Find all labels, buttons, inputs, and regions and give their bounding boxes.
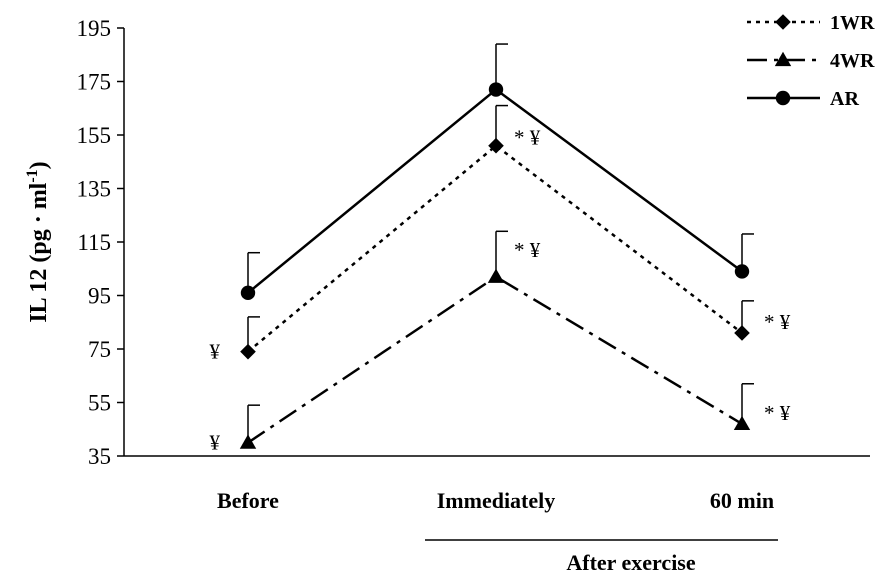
series-4wr: ¥ * ¥ * ¥ bbox=[210, 230, 791, 455]
legend-item-4wr: 4WR bbox=[747, 50, 875, 72]
significance-label: * ¥ bbox=[514, 238, 541, 262]
y-tick-label: 75 bbox=[88, 337, 111, 362]
legend: 1WR 4WR AR bbox=[747, 12, 875, 110]
significance-label: * ¥ bbox=[764, 310, 791, 334]
legend-item-1wr: 1WR bbox=[747, 12, 875, 34]
y-tick-label: 155 bbox=[77, 123, 112, 148]
series-layer: ¥ * ¥ * ¥ ¥ * ¥ * ¥ bbox=[210, 43, 791, 455]
series-line bbox=[247, 275, 743, 444]
data-point bbox=[487, 268, 505, 283]
y-tick-label: 195 bbox=[77, 16, 112, 41]
legend-label: 1WR bbox=[830, 12, 875, 34]
legend-label: 4WR bbox=[830, 50, 875, 72]
y-axis-title-close: ) bbox=[26, 161, 52, 169]
series-line bbox=[247, 87, 743, 294]
x-category-label: Before bbox=[217, 488, 279, 513]
series-line bbox=[247, 144, 743, 353]
y-tick-label: 115 bbox=[77, 230, 111, 255]
significance-label: * ¥ bbox=[764, 401, 791, 425]
x-category-label: Immediately bbox=[437, 488, 556, 513]
data-point bbox=[240, 343, 256, 360]
y-tick-label: 175 bbox=[77, 70, 112, 95]
data-point bbox=[488, 137, 504, 154]
x-axis: Before Immediately 60 min bbox=[124, 455, 870, 513]
series-1wr: ¥ * ¥ * ¥ bbox=[210, 104, 791, 364]
data-point bbox=[240, 285, 256, 301]
significance-label: ¥ bbox=[210, 431, 221, 455]
x-category-label: 60 min bbox=[710, 488, 774, 513]
legend-item-ar: AR bbox=[747, 88, 859, 110]
data-point bbox=[239, 434, 257, 449]
y-tick-label: 95 bbox=[88, 284, 111, 309]
legend-marker bbox=[775, 14, 791, 30]
legend-marker bbox=[774, 51, 792, 67]
data-point bbox=[733, 415, 751, 431]
data-point bbox=[734, 264, 750, 279]
significance-label: ¥ bbox=[210, 340, 221, 364]
group-label: After exercise bbox=[566, 550, 696, 575]
legend-marker bbox=[775, 90, 791, 106]
y-axis-title-text: IL 12 (pg · ml bbox=[26, 182, 52, 322]
y-axis-title-superscript: -1 bbox=[24, 169, 41, 182]
svg-text:IL 12 (pg · ml-1): IL 12 (pg · ml-1) bbox=[24, 161, 52, 322]
y-tick-label: 35 bbox=[88, 444, 111, 469]
series-ar bbox=[240, 43, 754, 301]
y-tick-label: 55 bbox=[88, 391, 111, 416]
y-axis: 35 55 75 95 115 135 155 175 195 bbox=[77, 16, 125, 469]
y-axis-title: IL 12 (pg · ml-1) bbox=[24, 161, 52, 322]
significance-label: * ¥ bbox=[514, 126, 541, 150]
data-point bbox=[734, 325, 750, 341]
y-tick-label: 135 bbox=[77, 177, 112, 202]
data-point bbox=[488, 82, 504, 97]
legend-label: AR bbox=[830, 88, 859, 110]
